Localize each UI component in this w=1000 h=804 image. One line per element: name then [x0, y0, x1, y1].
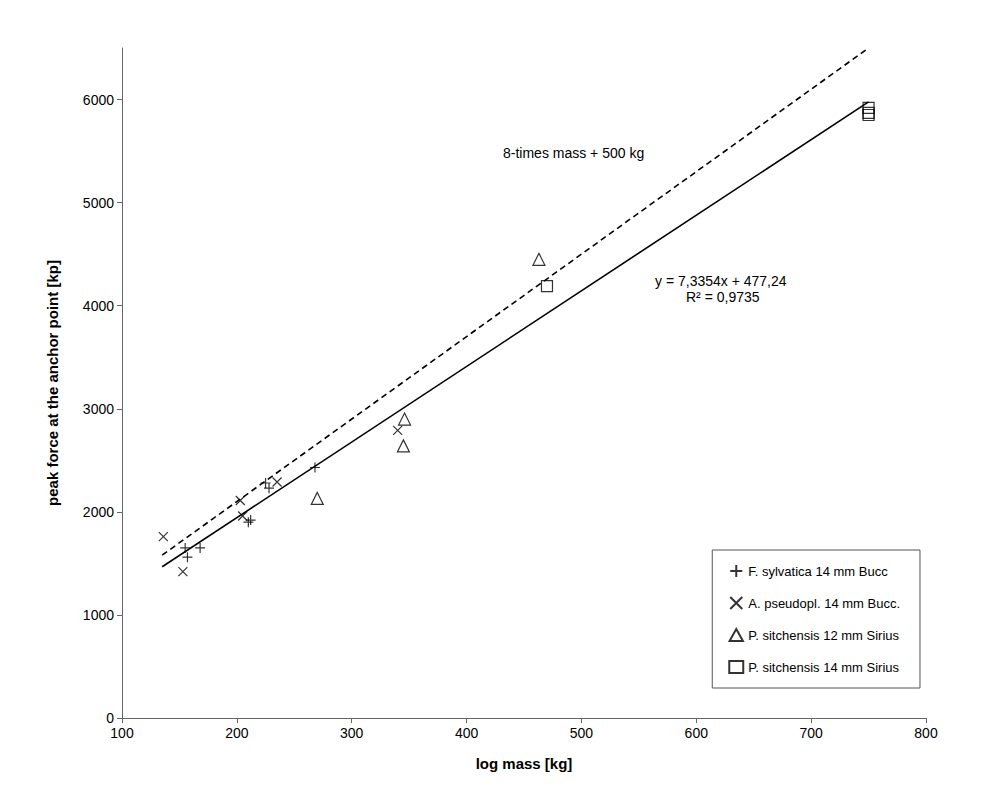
svg-text:log mass [kg]: log mass [kg] — [476, 755, 573, 772]
svg-text:300: 300 — [340, 725, 364, 741]
svg-text:800: 800 — [914, 725, 938, 741]
svg-text:P. sitchensis 12 mm Sirius: P. sitchensis 12 mm Sirius — [748, 628, 899, 643]
svg-text:A. pseudopl. 14 mm Bucc.: A. pseudopl. 14 mm Bucc. — [748, 596, 900, 611]
svg-text:100: 100 — [110, 725, 134, 741]
svg-text:F. sylvatica 14 mm Bucc: F. sylvatica 14 mm Bucc — [748, 564, 888, 579]
svg-text:peak force at the anchor point: peak force at the anchor point [kp] — [44, 260, 61, 506]
svg-text:4000: 4000 — [83, 298, 114, 314]
svg-text:400: 400 — [455, 725, 479, 741]
svg-text:700: 700 — [799, 725, 823, 741]
svg-text:500: 500 — [570, 725, 594, 741]
svg-text:1000: 1000 — [83, 607, 114, 623]
svg-text:5000: 5000 — [83, 195, 114, 211]
svg-text:600: 600 — [685, 725, 709, 741]
svg-text:0: 0 — [106, 710, 114, 726]
svg-text:2000: 2000 — [83, 504, 114, 520]
svg-text:3000: 3000 — [83, 401, 114, 417]
svg-text:8-times mass + 500 kg: 8-times mass + 500 kg — [503, 145, 644, 161]
svg-text:200: 200 — [225, 725, 249, 741]
svg-text:R² = 0,9735: R² = 0,9735 — [686, 289, 760, 305]
svg-text:6000: 6000 — [83, 92, 114, 108]
svg-text:y = 7,3354x + 477,24: y = 7,3354x + 477,24 — [655, 273, 787, 289]
svg-text:P. sitchensis 14 mm Sirius: P. sitchensis 14 mm Sirius — [748, 660, 899, 675]
